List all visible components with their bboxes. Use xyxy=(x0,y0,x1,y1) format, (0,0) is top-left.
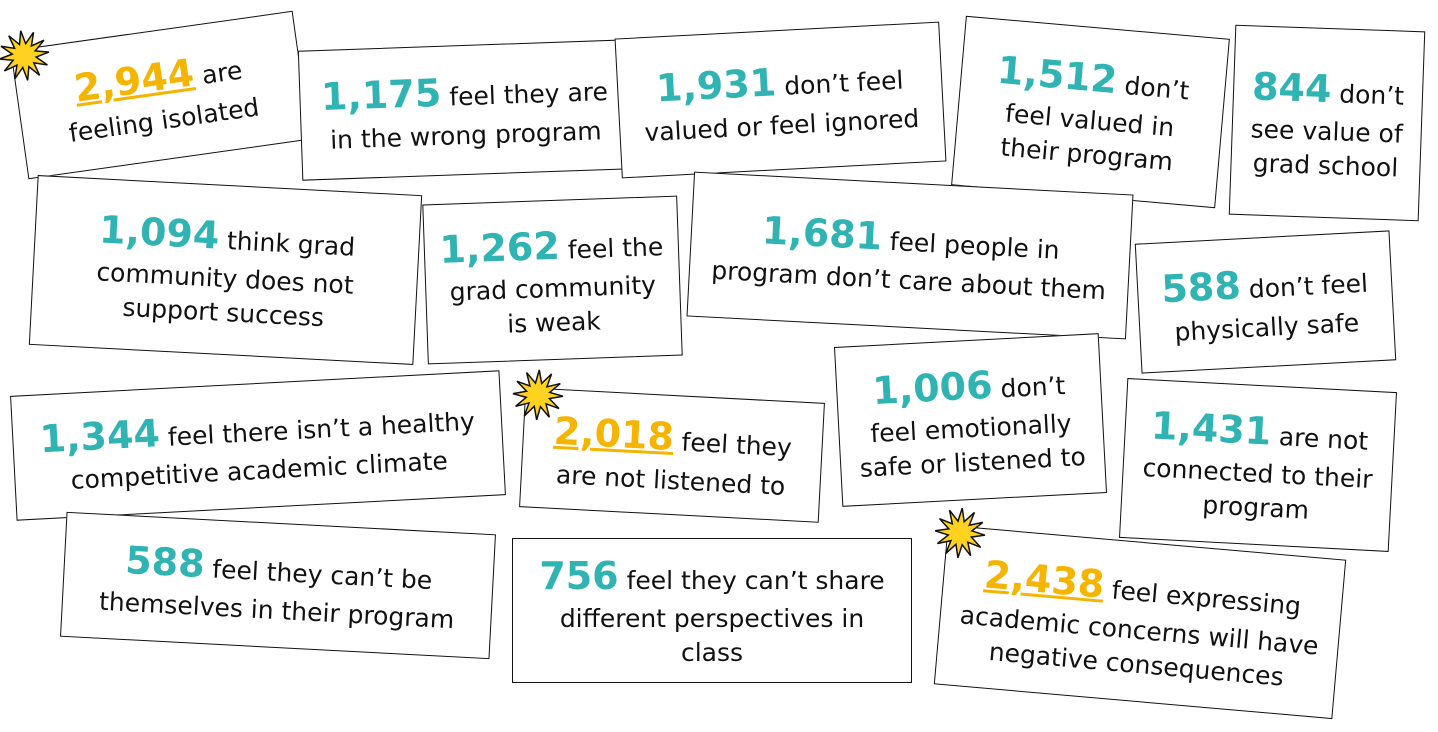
stat-number: 844 xyxy=(1251,63,1333,111)
stat-card: 1,681 feel people in program don’t care … xyxy=(686,171,1134,339)
stat-card: 1,431 are not connected to their program xyxy=(1118,378,1398,552)
stat-number: 1,512 xyxy=(994,47,1119,102)
starburst xyxy=(0,30,49,81)
stat-number: 1,931 xyxy=(654,60,777,111)
starburst-shape xyxy=(0,30,49,81)
card-text: 1,094 think grad community does not supp… xyxy=(45,201,406,338)
stat-text: feel they can’t share different perspect… xyxy=(559,565,885,667)
stat-number: 1,175 xyxy=(320,71,442,120)
stat-card: 2,944 are feeling isolated xyxy=(0,10,311,180)
starburst xyxy=(512,369,564,421)
stat-number: 588 xyxy=(124,537,206,586)
stat-number: 2,438 xyxy=(982,551,1107,607)
stat-number: 1,006 xyxy=(870,362,994,413)
card-text: 756 feel they can’t share different pers… xyxy=(527,551,897,670)
stat-number: 2,018 xyxy=(552,409,676,460)
card-text: 1,262 feel the grad community is weak xyxy=(437,217,666,344)
stat-number: 1,431 xyxy=(1150,402,1273,454)
card-text: 1,175 feel they are in the wrong program xyxy=(314,62,617,157)
card-text: 1,006 don’t feel emotionally safe or lis… xyxy=(850,355,1091,486)
stat-card: 588 don’t feel physically safe xyxy=(1134,230,1396,374)
stat-card: 1,175 feel they are in the wrong program xyxy=(297,39,633,181)
card-text: 1,512 don’t feel valued in their program xyxy=(968,43,1212,182)
card-text: 1,931 don’t feel valued or feel ignored xyxy=(630,50,929,150)
stat-card: 1,094 think grad community does not supp… xyxy=(28,175,422,365)
stat-card: 2,018 feel they are not listened to xyxy=(512,369,825,523)
stat-number: 1,262 xyxy=(438,223,560,272)
starburst xyxy=(934,507,986,559)
stat-card: 588 feel they can’t be themselves in the… xyxy=(60,511,496,659)
card-text: 2,944 are feeling isolated xyxy=(28,35,292,155)
stat-card: 1,006 don’t feel emotionally safe or lis… xyxy=(833,333,1107,507)
stat-card: 2,438 feel expressing academic concerns … xyxy=(933,507,1347,720)
stat-card: 1,262 feel the grad community is weak xyxy=(421,195,683,365)
starburst-shape xyxy=(512,369,564,421)
card-text: 1,344 feel there isn’t a healthy competi… xyxy=(26,390,490,499)
card-text: 2,438 feel expressing academic concerns … xyxy=(951,547,1330,698)
card-text: 844 don’t see value of grad school xyxy=(1245,61,1409,185)
stat-card: 844 don’t see value of grad school xyxy=(1228,24,1426,222)
card-text: 588 feel they can’t be themselves in the… xyxy=(76,532,480,638)
stat-card: 756 feel they can’t share different pers… xyxy=(512,537,912,683)
stat-card: 1,344 feel there isn’t a healthy competi… xyxy=(10,369,506,521)
stat-number: 1,094 xyxy=(97,206,220,258)
stat-number: 588 xyxy=(1159,263,1242,312)
card-text: 1,431 are not connected to their program xyxy=(1135,399,1381,530)
card-text: 1,681 feel people in program don’t care … xyxy=(703,202,1117,308)
stat-number: 1,344 xyxy=(38,410,161,461)
card-text: 588 don’t feel physically safe xyxy=(1150,254,1379,351)
starburst-shape xyxy=(934,507,986,559)
stat-number: 756 xyxy=(539,553,619,598)
stat-number: 2,944 xyxy=(71,50,197,112)
card-text: 2,018 feel they are not listened to xyxy=(535,405,809,504)
stat-card: 1,512 don’t feel valued in their program xyxy=(950,15,1230,209)
stat-number: 1,681 xyxy=(760,207,884,258)
stat-card: 1,931 don’t feel valued or feel ignored xyxy=(614,21,946,179)
